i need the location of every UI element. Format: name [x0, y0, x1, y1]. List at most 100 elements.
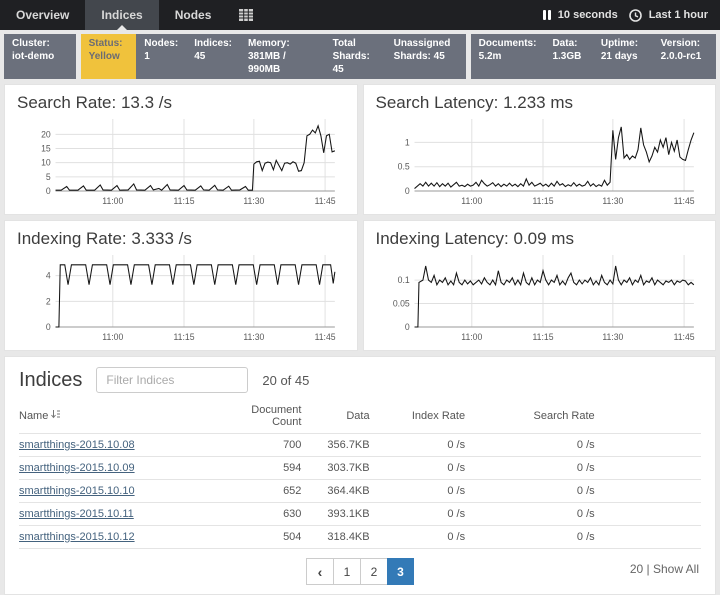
indices-panel: Indices 20 of 45 Name Document Count Data I…	[4, 356, 716, 595]
time-range[interactable]: Last 1 hour	[648, 9, 708, 21]
clock-icon	[628, 8, 642, 22]
index-link[interactable]: smartthings-2015.10.08	[19, 439, 135, 451]
svg-text:11:00: 11:00	[102, 332, 123, 342]
svg-text:0: 0	[404, 186, 409, 196]
svg-text:15: 15	[41, 143, 51, 153]
tab-overview[interactable]: Overview	[16, 8, 70, 22]
column-header-data[interactable]: Data	[346, 410, 370, 422]
index-link[interactable]: smartthings-2015.10.12	[19, 531, 135, 543]
indexing-latency-panel: Indexing Latency: 0.09 ms 11:00 11:15 11:3…	[362, 220, 716, 351]
cell-index-rate: 0 /s	[373, 479, 470, 503]
cluster-stat-total-shards: Total Shards: 45	[324, 34, 386, 79]
search-rate-panel: Search Rate: 13.3 /s 11:00 11:15 11:30 11:4…	[4, 84, 358, 215]
spacer	[598, 433, 701, 457]
svg-text:11:30: 11:30	[243, 332, 264, 342]
cluster-stat-documents: Documents: 5.2m	[470, 34, 545, 79]
cell-search-rate: 0 /s	[469, 456, 599, 480]
indexing-latency-chart: 11:00 11:15 11:30 11:45 0 0.05 0.1	[392, 255, 694, 342]
svg-text:11:00: 11:00	[102, 196, 123, 206]
svg-text:11:30: 11:30	[602, 196, 623, 206]
cluster-stat-nodes: Nodes: 1	[136, 34, 187, 79]
index-link[interactable]: smartthings-2015.10.10	[19, 485, 135, 497]
cluster-stat-unassigned-shards: Unassigned Shards: 45	[385, 34, 466, 79]
refresh-interval[interactable]: 10 seconds	[557, 9, 618, 21]
cluster-badge-group: Status: Yellow Nodes: 1 Indices: 45 Memory:…	[80, 34, 466, 79]
svg-text:0.1: 0.1	[397, 275, 409, 285]
svg-text:11:30: 11:30	[243, 196, 264, 206]
svg-text:0: 0	[404, 322, 409, 332]
column-header-name[interactable]: Name	[19, 401, 230, 434]
svg-text:11:15: 11:15	[532, 332, 553, 342]
cell-data-size: 356.7KB	[305, 433, 374, 457]
svg-text:20: 20	[41, 129, 51, 139]
cluster-stat-indices: Indices: 45	[186, 34, 240, 79]
table-row: smartthings-2015.10.11 630 393.1KB 0 /s 0 /s	[19, 502, 701, 526]
svg-text:0: 0	[46, 186, 51, 196]
indexing-rate-panel: Indexing Rate: 3.333 /s 11:00 11:15 11:30 1…	[4, 220, 358, 351]
indices-title: Indices	[19, 368, 83, 391]
spacer	[598, 502, 701, 526]
svg-text:0: 0	[46, 322, 51, 332]
chart-title: Indexing Latency: 0.09 ms	[375, 229, 574, 248]
svg-text:0.05: 0.05	[392, 298, 409, 308]
spacer	[598, 456, 701, 480]
prev-page-button[interactable]: ‹	[306, 558, 333, 585]
cell-data-size: 393.1KB	[305, 502, 374, 526]
svg-text:11:15: 11:15	[174, 332, 195, 342]
cluster-badge-group: Cluster: iot-demo	[4, 34, 76, 79]
svg-text:10: 10	[41, 158, 51, 168]
filter-indices-input[interactable]	[96, 367, 249, 393]
tab-nodes[interactable]: Nodes	[174, 8, 212, 22]
sort-icon	[51, 410, 61, 419]
cell-data-size: 364.4KB	[305, 479, 374, 503]
cluster-stat-memory: Memory: 381MB / 990MB	[239, 34, 325, 79]
page-button-1[interactable]: 1	[333, 558, 360, 585]
svg-text:11:15: 11:15	[532, 196, 553, 206]
cluster-badge-group: Documents: 5.2m Data: 1.3GB Uptime: 21 day…	[470, 34, 716, 79]
spacer	[598, 525, 701, 549]
chart-title: Search Rate: 13.3 /s	[17, 93, 172, 112]
search-latency-chart: 11:00 11:15 11:30 11:45 0 0.5 1	[397, 119, 694, 206]
page-button-3[interactable]: 3	[387, 558, 414, 585]
cell-data-size: 303.7KB	[305, 456, 374, 480]
index-link[interactable]: smartthings-2015.10.09	[19, 462, 135, 474]
table-row: smartthings-2015.10.09 594 303.7KB 0 /s 0 /s	[19, 456, 701, 480]
svg-text:11:00: 11:00	[461, 332, 482, 342]
cell-document-count: 652	[230, 479, 306, 503]
cell-index-rate: 0 /s	[373, 433, 470, 457]
cell-document-count: 504	[230, 525, 306, 549]
pause-icon[interactable]	[542, 10, 551, 20]
page-size-show-all[interactable]: 20 | Show All	[629, 562, 699, 576]
indexing-rate-chart: 11:00 11:15 11:30 11:45 0 2 4	[46, 255, 336, 342]
apps-grid-icon[interactable]	[227, 0, 265, 30]
pagination: ‹ 1 2 3	[306, 558, 414, 585]
cluster-stat-data: Data: 1.3GB	[544, 34, 593, 79]
column-header-index-rate[interactable]: Index Rate	[411, 410, 466, 422]
charts-grid: Search Rate: 13.3 /s 11:00 11:15 11:30 11:4…	[4, 84, 716, 351]
svg-text:0.5: 0.5	[397, 162, 409, 172]
index-link[interactable]: smartthings-2015.10.11	[19, 508, 134, 520]
spacer	[599, 401, 701, 434]
cluster-stat-cluster: Cluster: iot-demo	[4, 34, 76, 79]
indices-count: 20 of 45	[262, 372, 310, 388]
cell-index-rate: 0 /s	[373, 456, 470, 480]
tab-indices[interactable]: Indices	[85, 0, 159, 30]
indices-table: Name Document Count Data Index Rate Search R…	[19, 401, 701, 549]
column-header-search-rate[interactable]: Search Rate	[533, 410, 595, 422]
svg-text:11:45: 11:45	[673, 332, 694, 342]
cluster-stat-version: Version: 2.0.0-rc1	[652, 34, 716, 79]
svg-text:5: 5	[46, 172, 51, 182]
page-button-2[interactable]: 2	[360, 558, 387, 585]
svg-text:11:00: 11:00	[461, 196, 482, 206]
svg-text:11:45: 11:45	[673, 196, 694, 206]
svg-text:4: 4	[46, 271, 51, 281]
search-latency-panel: Search Latency: 1.233 ms 11:00 11:15 11:30…	[362, 84, 716, 215]
cluster-stat-status: Status: Yellow	[80, 34, 137, 79]
cell-data-size: 318.4KB	[305, 525, 374, 549]
cell-search-rate: 0 /s	[469, 525, 599, 549]
cell-search-rate: 0 /s	[469, 502, 599, 526]
column-header-document-count[interactable]: Document Count	[251, 404, 302, 428]
table-row: smartthings-2015.10.08 700 356.7KB 0 /s 0 /s	[19, 433, 701, 457]
cell-document-count: 630	[230, 502, 306, 526]
